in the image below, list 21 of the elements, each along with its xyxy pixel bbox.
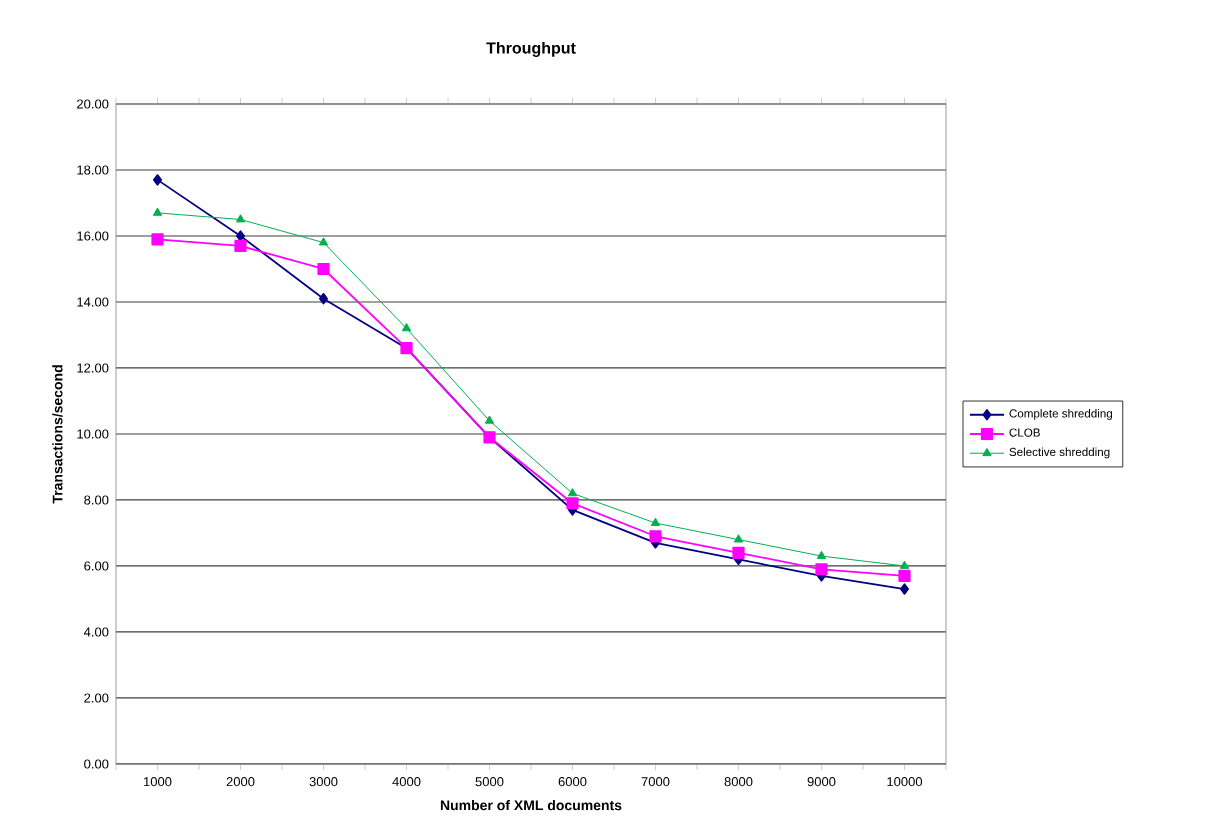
chart-title: Throughput <box>486 41 576 57</box>
point <box>567 488 578 497</box>
point <box>484 415 495 424</box>
point <box>152 207 163 216</box>
point <box>815 563 828 576</box>
point <box>732 546 745 559</box>
point <box>898 569 911 582</box>
point <box>899 560 910 569</box>
point <box>650 517 661 526</box>
point <box>649 530 662 543</box>
point <box>234 239 247 252</box>
point <box>401 323 412 332</box>
point <box>153 174 163 186</box>
point <box>151 233 164 246</box>
point <box>235 214 246 223</box>
point <box>733 534 744 543</box>
point <box>317 262 330 276</box>
point <box>899 583 909 595</box>
point <box>816 550 827 559</box>
point <box>566 497 579 510</box>
point <box>318 237 329 246</box>
